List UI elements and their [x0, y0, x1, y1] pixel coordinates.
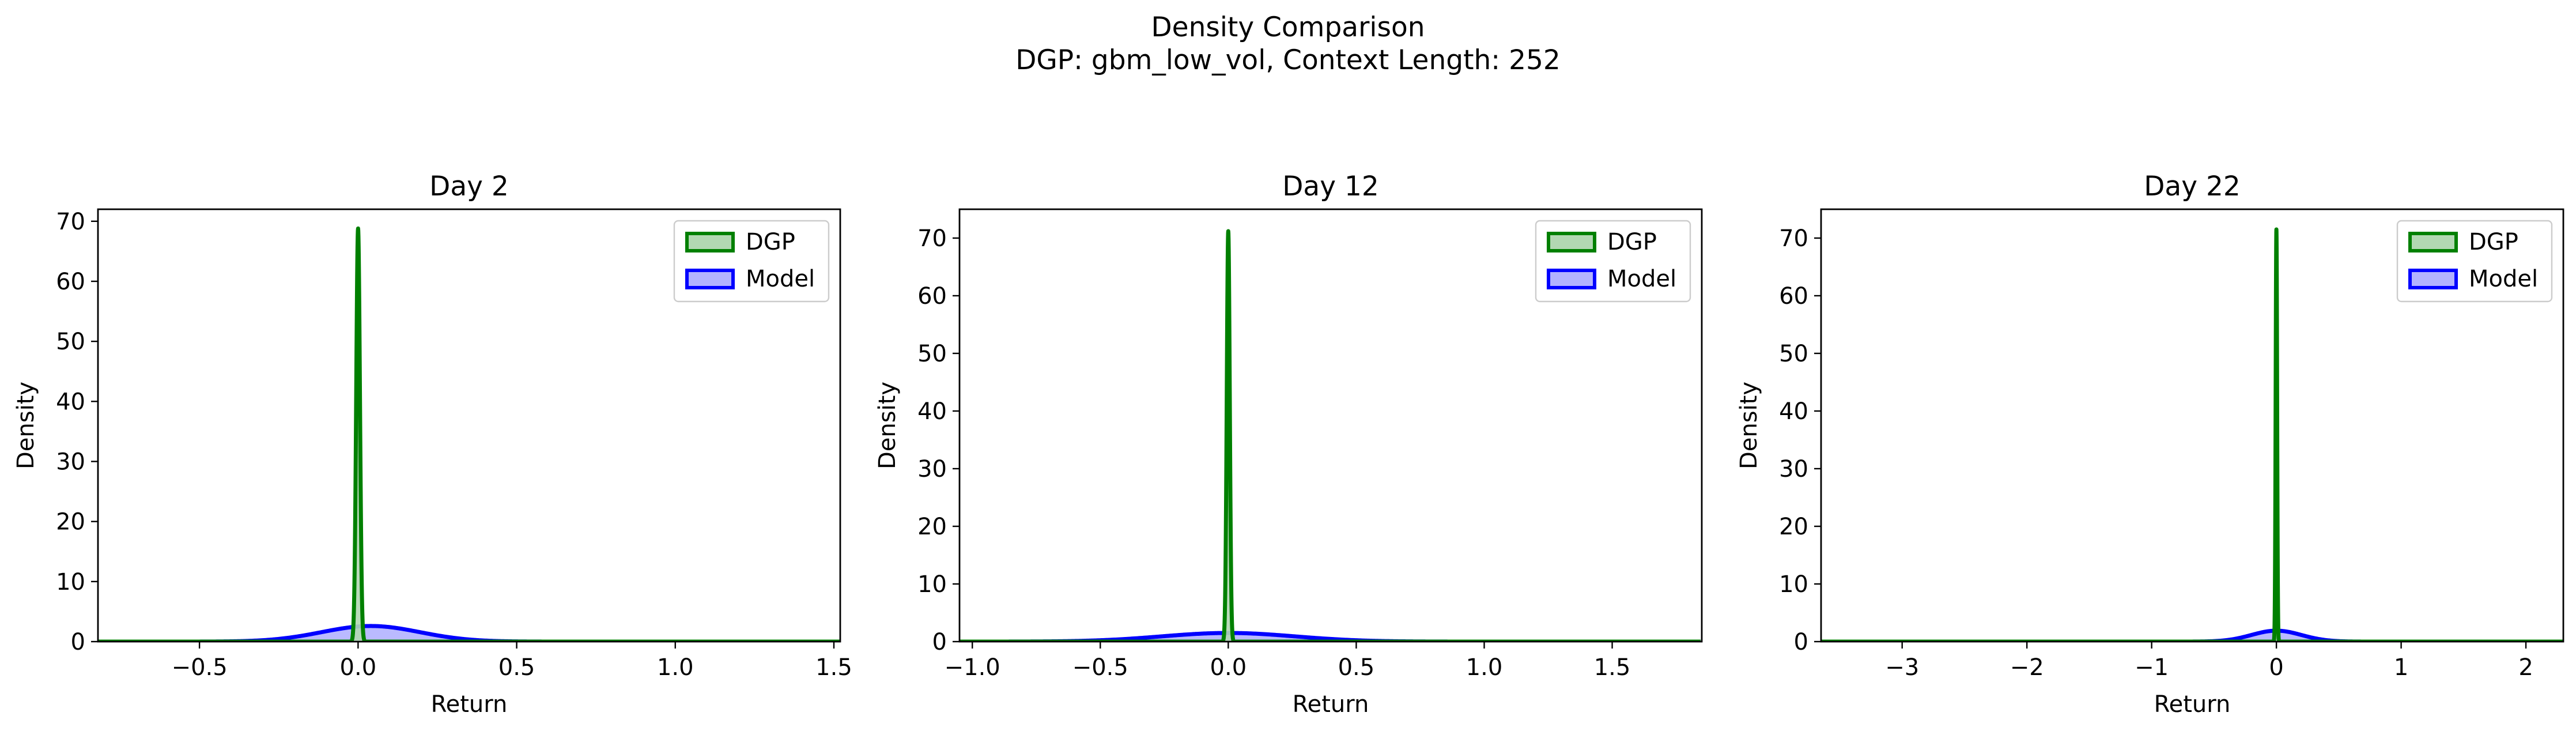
- y-tick-label: 50: [1779, 341, 1808, 367]
- y-tick-label: 70: [917, 225, 947, 252]
- legend-swatch-dgp: [2408, 232, 2458, 252]
- legend-label-dgp: DGP: [746, 229, 795, 255]
- x-tick-label: −1: [2135, 654, 2169, 681]
- legend-label-model: Model: [746, 266, 815, 292]
- legend: DGP Model: [2396, 220, 2553, 303]
- y-tick-label: 50: [56, 329, 85, 355]
- x-tick-label: −3: [1885, 654, 1919, 681]
- y-tick-label: 20: [56, 509, 85, 536]
- axes-frame: [958, 208, 1703, 643]
- x-axis-label: Return: [431, 691, 508, 718]
- legend-label-model: Model: [1607, 266, 1676, 292]
- axes-frame: [97, 208, 841, 643]
- y-axis-label: Density: [874, 382, 901, 469]
- panel-title: Day 12: [1282, 171, 1379, 202]
- x-tick-label: −0.5: [172, 654, 228, 681]
- x-tick-label: 1.0: [1466, 654, 1503, 681]
- y-axis-label: Density: [13, 382, 39, 469]
- legend-swatch-model: [1547, 269, 1596, 289]
- legend-label-dgp: DGP: [2469, 229, 2518, 255]
- figure-subtitle: DGP: gbm_low_vol, Context Length: 252: [1015, 44, 1561, 76]
- y-axis-label: Density: [1736, 382, 1762, 469]
- x-tick-label: −0.5: [1072, 654, 1128, 681]
- y-tick-label: 30: [56, 449, 85, 476]
- y-tick-label: 20: [917, 514, 947, 540]
- y-tick-label: 40: [1779, 398, 1808, 425]
- x-tick-label: 0.0: [340, 654, 377, 681]
- y-tick-label: 60: [1779, 283, 1808, 310]
- y-tick-label: 0: [71, 629, 85, 655]
- x-axis-label: Return: [1293, 691, 1369, 718]
- legend-swatch-model: [2408, 269, 2458, 289]
- axes-frame: [1820, 208, 2564, 643]
- legend: DGP Model: [1535, 220, 1691, 303]
- y-tick-label: 40: [56, 389, 85, 415]
- x-tick-label: 1.5: [815, 654, 852, 681]
- y-tick-label: 70: [1779, 225, 1808, 252]
- y-tick-label: 40: [917, 398, 947, 425]
- y-tick-label: 70: [56, 209, 85, 235]
- y-tick-label: 50: [917, 341, 947, 367]
- y-tick-label: 30: [917, 456, 947, 483]
- x-tick-label: 1.5: [1594, 654, 1631, 681]
- x-tick-label: −1.0: [945, 654, 1000, 681]
- x-tick-label: 1: [2394, 654, 2408, 681]
- y-tick-label: 0: [1794, 629, 1808, 655]
- figure-title: Density Comparison: [1151, 12, 1425, 43]
- y-tick-label: 0: [932, 629, 947, 655]
- x-tick-label: 0.5: [498, 654, 535, 681]
- y-tick-label: 10: [917, 571, 947, 598]
- x-tick-label: 0.0: [1210, 654, 1247, 681]
- x-tick-label: 0.5: [1338, 654, 1375, 681]
- legend-swatch-dgp: [685, 232, 735, 252]
- legend-swatch-dgp: [1547, 232, 1596, 252]
- legend-label-model: Model: [2469, 266, 2538, 292]
- plot-area: [1821, 227, 2563, 642]
- panel-day-2: −1.0 −0.5 0.0 0.5 1.0 1.5 0 10 20 30 40 50 60 70 Day 1…: [874, 171, 1703, 718]
- x-axis-label: Return: [2154, 691, 2231, 718]
- y-tick-label: 30: [1779, 456, 1808, 483]
- panel-title: Day 2: [429, 171, 509, 202]
- y-tick-label: 60: [917, 283, 947, 310]
- panel-day-1: −0.5 0.0 0.5 1.0 1.5 0 10 20 30 40 50 60 70 Day 2 Retu…: [13, 171, 852, 718]
- x-tick-label: 2: [2518, 654, 2533, 681]
- y-tick-label: 10: [56, 569, 85, 595]
- legend-swatch-model: [685, 269, 735, 289]
- panel-title: Day 22: [2144, 171, 2241, 202]
- y-tick-label: 20: [1779, 514, 1808, 540]
- legend: DGP Model: [673, 220, 830, 303]
- y-tick-label: 10: [1779, 571, 1808, 598]
- x-tick-label: 1.0: [657, 654, 694, 681]
- x-tick-label: −2: [2010, 654, 2044, 681]
- x-tick-label: 0: [2269, 654, 2283, 681]
- y-tick-label: 60: [56, 269, 85, 295]
- legend-label-dgp: DGP: [1607, 229, 1657, 255]
